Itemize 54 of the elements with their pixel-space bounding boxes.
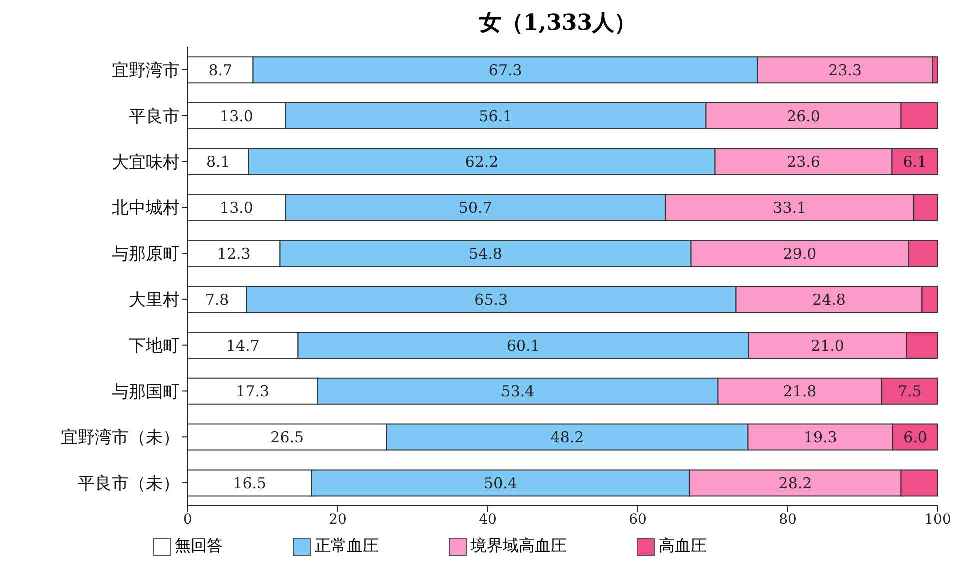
data-label: 54.8 xyxy=(469,245,502,264)
y-tick-label: 平良市 xyxy=(129,106,180,127)
y-tick-label: 大里村 xyxy=(129,290,180,310)
data-label: 19.3 xyxy=(804,428,838,447)
data-label: 8.1 xyxy=(206,153,230,172)
x-tick-label: 0 xyxy=(184,512,192,528)
data-label: 13.0 xyxy=(220,199,254,218)
data-label: 60.1 xyxy=(506,336,540,355)
data-label: 50.4 xyxy=(484,474,518,493)
data-label: 26.0 xyxy=(787,107,820,126)
y-tick-label: 宜野湾市 xyxy=(112,60,180,81)
data-label: 23.6 xyxy=(787,153,820,172)
data-label: 33.1 xyxy=(773,199,807,218)
data-label: 29.0 xyxy=(783,245,817,264)
y-tick-label: 北中城村 xyxy=(112,198,180,219)
x-tick-label: 60 xyxy=(629,512,647,528)
legend-label: 正常血圧 xyxy=(315,536,379,557)
chart-title: 女（1,333人） xyxy=(478,9,638,38)
y-tick-label: 与那原町 xyxy=(112,244,180,265)
data-label: 26.5 xyxy=(270,428,304,447)
x-tick-label: 40 xyxy=(479,512,497,528)
legend-label: 高血圧 xyxy=(659,536,707,557)
data-label: 7.5 xyxy=(898,382,922,401)
y-tick-label: 宜野湾市（未） xyxy=(61,428,180,448)
data-label: 24.8 xyxy=(812,290,846,309)
data-label: 17.3 xyxy=(236,382,270,401)
y-tick-label: 与那国町 xyxy=(112,382,180,402)
data-label: 6.1 xyxy=(903,153,928,172)
text: 無回答 xyxy=(175,536,223,557)
data-label: 65.3 xyxy=(474,290,508,309)
data-label: 14.7 xyxy=(226,336,260,355)
legend-label: 境界域高血圧 xyxy=(471,536,567,557)
x-tick-label: 20 xyxy=(329,512,347,528)
data-label: 48.2 xyxy=(550,428,584,447)
x-tick-label: 80 xyxy=(779,512,797,528)
data-label: 23.3 xyxy=(828,61,862,80)
data-label: 50.7 xyxy=(458,199,492,218)
data-label: 62.2 xyxy=(465,153,499,172)
x-tick-label: 100 xyxy=(924,512,952,528)
y-tick-label: 平良市（未） xyxy=(78,474,180,494)
data-label: 13.0 xyxy=(220,107,254,126)
data-label: 56.1 xyxy=(479,107,513,126)
data-label: 7.8 xyxy=(205,290,230,309)
data-label: 28.2 xyxy=(778,474,812,493)
data-label: 53.4 xyxy=(501,382,535,401)
data-label: 21.8 xyxy=(783,382,817,401)
data-label: 12.3 xyxy=(217,245,251,264)
y-tick-label: 下地町 xyxy=(129,336,180,356)
data-label: 67.3 xyxy=(488,61,522,80)
data-label: 21.0 xyxy=(811,336,844,355)
data-label: 16.5 xyxy=(233,474,267,493)
y-tick-label: 大宜味村 xyxy=(112,152,180,173)
data-label: 8.7 xyxy=(208,61,233,80)
data-label: 6.0 xyxy=(904,428,928,447)
